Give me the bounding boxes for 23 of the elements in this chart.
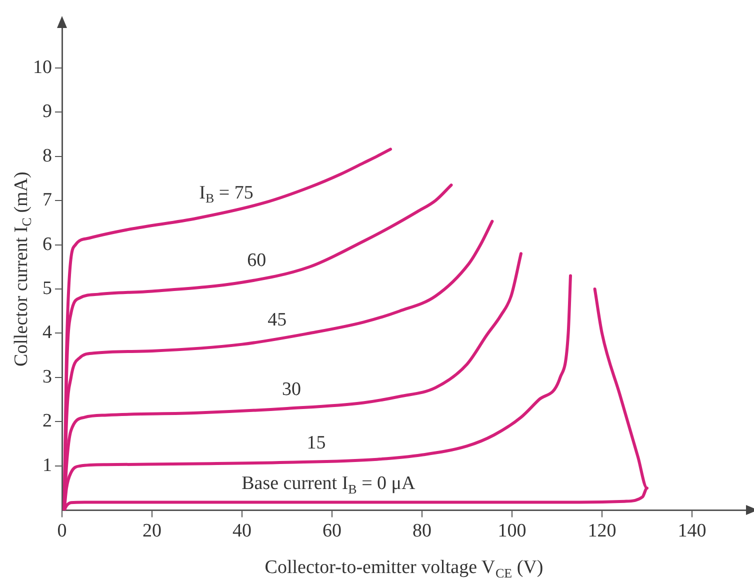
y-tick-label: 1 bbox=[42, 454, 52, 476]
y-tick-label: 9 bbox=[42, 101, 52, 122]
y-tick-label: 6 bbox=[42, 234, 52, 255]
y-tick-label: 7 bbox=[42, 190, 52, 211]
x-tick-label: 40 bbox=[232, 520, 252, 542]
x-tick-label: 80 bbox=[412, 520, 432, 542]
x-tick-label: 140 bbox=[678, 520, 706, 542]
x-tick-label: 100 bbox=[498, 520, 526, 542]
y-tick-label: 8 bbox=[42, 145, 52, 166]
y-tick-label: 10 bbox=[33, 56, 52, 78]
y-tick-label: 4 bbox=[42, 322, 52, 344]
series-label: 15 bbox=[306, 432, 326, 454]
y-axis-title: Collector current IC (mA) bbox=[10, 172, 34, 367]
x-tick-label: 0 bbox=[57, 520, 67, 542]
x-tick-label: 60 bbox=[322, 520, 342, 542]
x-tick-label: 120 bbox=[588, 520, 616, 542]
y-tick-label: 2 bbox=[42, 410, 52, 432]
series-label: 45 bbox=[268, 310, 287, 331]
y-tick-label: 3 bbox=[42, 366, 52, 388]
y-tick-label: 5 bbox=[42, 278, 52, 299]
series-label: 30 bbox=[282, 379, 301, 400]
series-label: 60 bbox=[247, 250, 266, 271]
x-tick-label: 20 bbox=[142, 520, 162, 542]
